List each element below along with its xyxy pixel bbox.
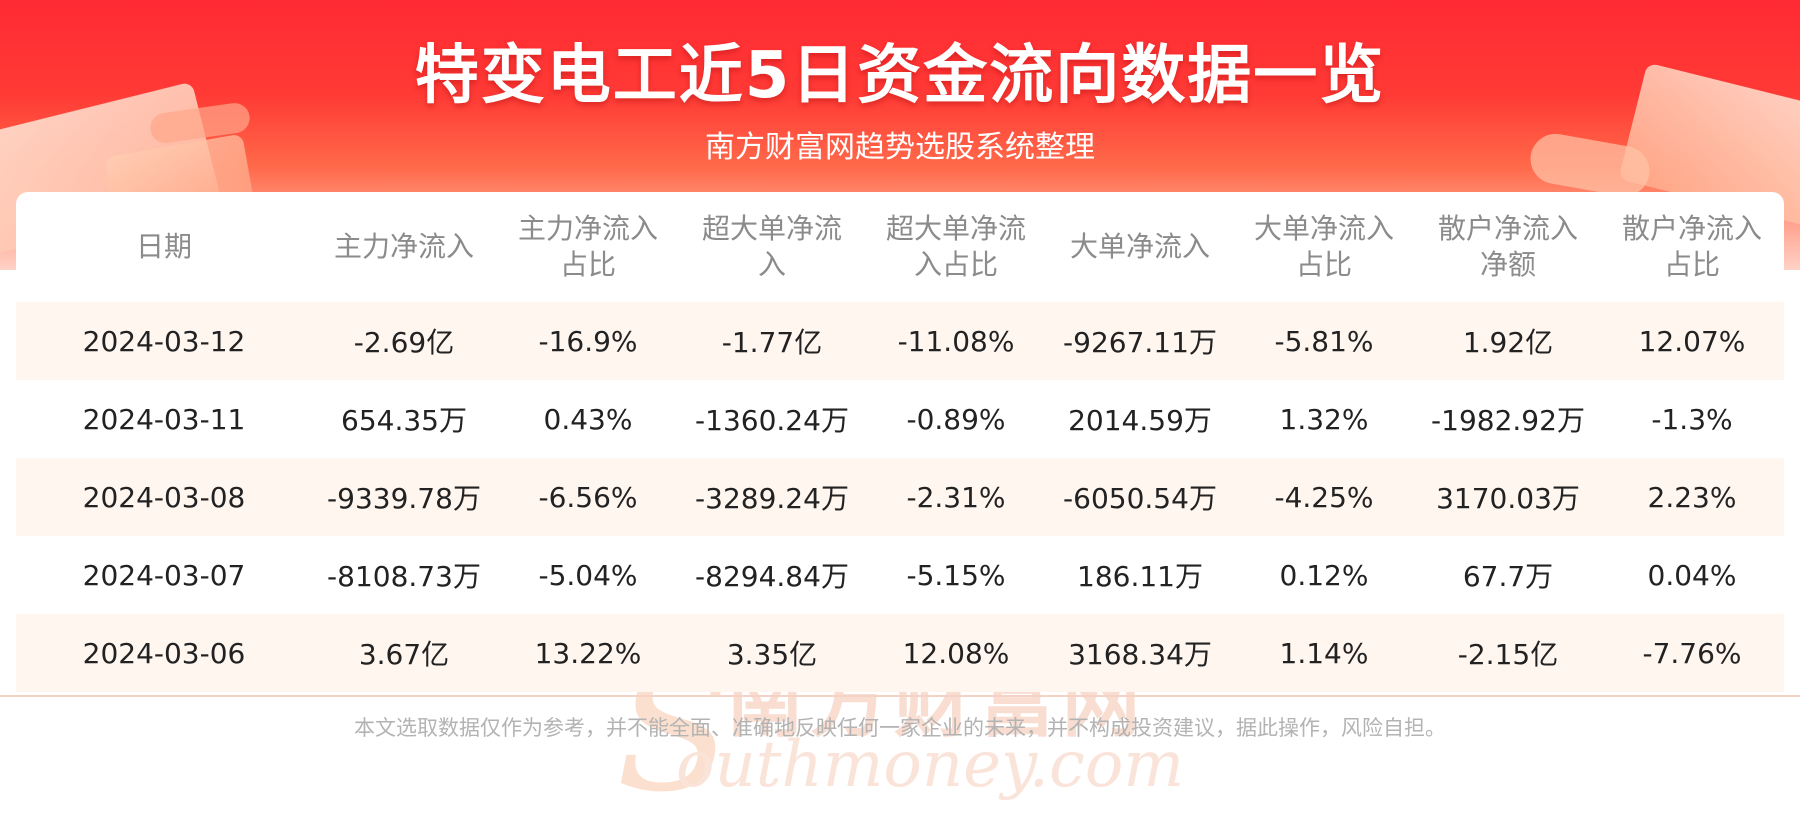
table-cell: -1.77亿 (721, 326, 823, 359)
table-cell: -5.81% (1274, 324, 1374, 358)
table-cell: 0.04% (1647, 558, 1737, 592)
table-cell: 0.12% (1279, 558, 1369, 592)
table-cell: 3170.03万 (1436, 482, 1580, 515)
table-cell: 1.92亿 (1462, 326, 1554, 359)
page-subtitle: 南方财富网趋势选股系统整理 (705, 130, 1095, 165)
table-cell: -3289.24万 (695, 482, 849, 515)
table-cell: 67.7万 (1462, 560, 1554, 593)
table-cell: -4.25% (1274, 480, 1374, 514)
disclaimer-text: 本文选取数据仅作为参考，并不能全面、准确地反映任何一家企业的未来，并不构成投资建… (354, 716, 1446, 740)
table-cell: 2.23% (1647, 480, 1737, 514)
table-cell: 1.32% (1279, 402, 1369, 436)
table-cell: 12.08% (902, 636, 1010, 670)
table-row: 2024-03-06 3.67亿 13.22% 3.35亿 12.08% 316… (16, 614, 1784, 692)
table-cell: -7.76% (1642, 636, 1742, 670)
data-table-card: 日期 主力净流入 主力净流入占比 超大单净流入 超大单净流入占比 大单净流入 大… (16, 192, 1784, 830)
table-cell: 13.22% (534, 636, 642, 670)
table-cell: -5.04% (538, 558, 638, 592)
table-cell: 0.43% (543, 402, 633, 436)
column-header-main-inflow-ratio: 主力净流入占比 (517, 212, 658, 281)
table-cell: -5.15% (906, 558, 1006, 592)
table-cell: -1.3% (1651, 402, 1733, 436)
table-cell: 2024-03-11 (82, 402, 246, 436)
column-header-super-large-inflow: 超大单净流入 (701, 212, 842, 281)
table-cell: 3.67亿 (358, 638, 450, 671)
table-row: 2024-03-08 -9339.78万 -6.56% -3289.24万 -2… (16, 458, 1784, 536)
table-cell: -1360.24万 (695, 404, 849, 437)
table-cell: -0.89% (906, 402, 1006, 436)
column-header-large-inflow-ratio: 大单净流入占比 (1253, 212, 1394, 281)
table-header: 日期 主力净流入 主力净流入占比 超大单净流入 超大单净流入占比 大单净流入 大… (16, 192, 1784, 302)
table-cell: -8108.73万 (327, 560, 481, 593)
column-header-retail-inflow-ratio: 散户净流入占比 (1621, 212, 1762, 281)
column-header-super-large-inflow-ratio: 超大单净流入占比 (885, 212, 1026, 281)
table-cell: -2.15亿 (1457, 638, 1559, 671)
table-cell: 12.07% (1638, 324, 1746, 358)
table-cell: 2024-03-08 (82, 480, 246, 514)
table-cell: -2.31% (906, 480, 1006, 514)
column-header-retail-net-inflow: 散户净流入净额 (1437, 212, 1578, 281)
table-cell: -6.56% (538, 480, 638, 514)
table-cell: 3168.34万 (1068, 638, 1212, 671)
table-row: 2024-03-11 654.35万 0.43% -1360.24万 -0.89… (16, 380, 1784, 458)
table-cell: -8294.84万 (695, 560, 849, 593)
table-cell: -2.69亿 (353, 326, 455, 359)
table-cell: -6050.54万 (1063, 482, 1217, 515)
table-cell: 1.14% (1279, 636, 1369, 670)
table-cell: -1982.92万 (1431, 404, 1585, 437)
table-cell: 2024-03-06 (82, 636, 246, 670)
column-header-main-inflow: 主力净流入 (333, 230, 474, 263)
table-cell: 3.35亿 (726, 638, 818, 671)
table-cell: 2024-03-07 (82, 558, 246, 592)
column-header-large-inflow: 大单净流入 (1069, 230, 1210, 263)
table-cell: -9339.78万 (327, 482, 481, 515)
table-cell: 2024-03-12 (82, 324, 246, 358)
table-cell: -9267.11万 (1063, 326, 1217, 359)
table-cell: 186.11万 (1077, 560, 1203, 593)
table-cell: 2014.59万 (1068, 404, 1212, 437)
table-row: 2024-03-07 -8108.73万 -5.04% -8294.84万 -5… (16, 536, 1784, 614)
table-cell: -16.9% (538, 324, 638, 358)
footer-divider (0, 695, 1800, 697)
column-header-date: 日期 (135, 230, 192, 263)
table-cell: 654.35万 (341, 404, 467, 437)
table-row: 2024-03-12 -2.69亿 -16.9% -1.77亿 -11.08% … (16, 302, 1784, 380)
page-title: 特变电工近5日资金流向数据一览 (414, 39, 1386, 113)
table-cell: -11.08% (897, 324, 1015, 358)
